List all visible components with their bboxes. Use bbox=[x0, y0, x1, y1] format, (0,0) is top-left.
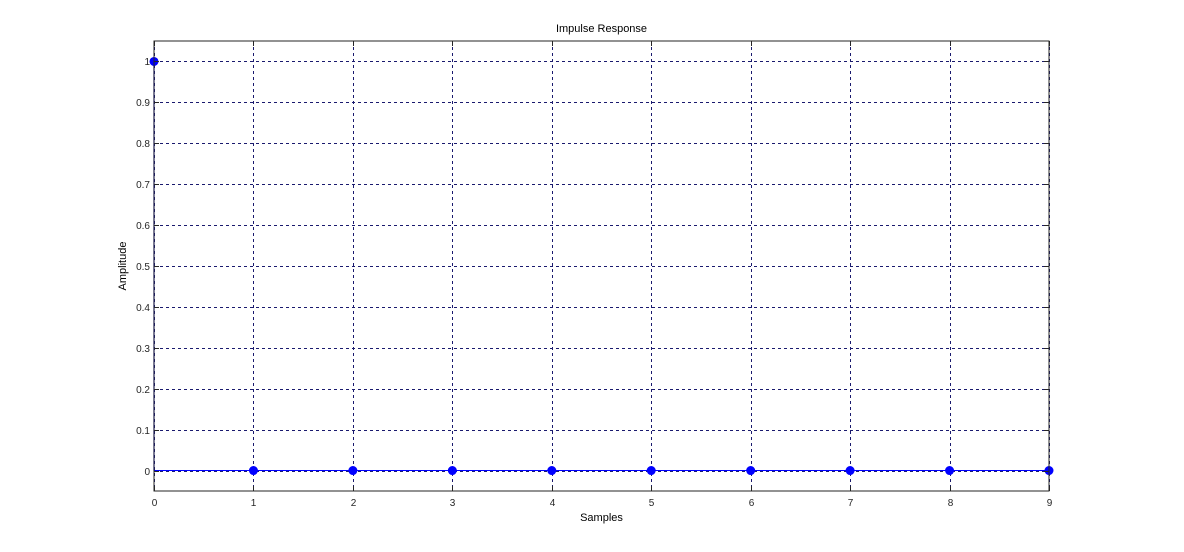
stem-marker-2 bbox=[348, 466, 358, 476]
x-tick-label-7: 7 bbox=[848, 498, 854, 509]
stem-marker-8 bbox=[945, 466, 955, 476]
y-tick-label-7: 0.7 bbox=[136, 180, 150, 191]
stem-marker-4 bbox=[547, 466, 557, 476]
x-tick-label-2: 2 bbox=[351, 498, 357, 509]
y-axis-title: Amplitude bbox=[117, 242, 129, 291]
y-tick-label-10: 1 bbox=[144, 57, 150, 68]
y-tick-label-4: 0.4 bbox=[136, 303, 150, 314]
y-tick-label-5: 0.5 bbox=[136, 262, 150, 273]
y-tick-label-3: 0.3 bbox=[136, 344, 150, 355]
x-tick-label-0: 0 bbox=[152, 498, 158, 509]
x-tick-label-4: 4 bbox=[550, 498, 556, 509]
y-tick-label-2: 0.2 bbox=[136, 385, 150, 396]
x-tick-label-8: 8 bbox=[948, 498, 954, 509]
stem-marker-5 bbox=[646, 466, 656, 476]
y-tick-label-9: 0.9 bbox=[136, 98, 150, 109]
y-tick-label-6: 0.6 bbox=[136, 221, 150, 232]
stem-marker-3 bbox=[447, 466, 457, 476]
x-tick-label-1: 1 bbox=[251, 498, 257, 509]
x-tick-label-3: 3 bbox=[450, 498, 456, 509]
stem-marker-6 bbox=[746, 466, 756, 476]
x-tick-label-9: 9 bbox=[1047, 498, 1053, 509]
x-axis-title: Samples bbox=[580, 512, 623, 524]
x-tick-label-5: 5 bbox=[649, 498, 655, 509]
x-tick-label-6: 6 bbox=[749, 498, 755, 509]
axis-ticks: 0 1 2 3 4 5 6 7 8 9 0 0.1 0.2 0.3 0.4 0.5 0.6 0.7 0.8 0.9 1 bbox=[136, 41, 1053, 509]
y-tick-label-1: 0.1 bbox=[136, 426, 150, 437]
grid-lines bbox=[154, 41, 1050, 491]
chart-title: Impulse Response bbox=[556, 23, 647, 35]
stem-marker-1 bbox=[248, 466, 258, 476]
y-tick-label-8: 0.8 bbox=[136, 139, 150, 150]
y-tick-label-0: 0 bbox=[144, 467, 150, 478]
stem-marker-7 bbox=[845, 466, 855, 476]
